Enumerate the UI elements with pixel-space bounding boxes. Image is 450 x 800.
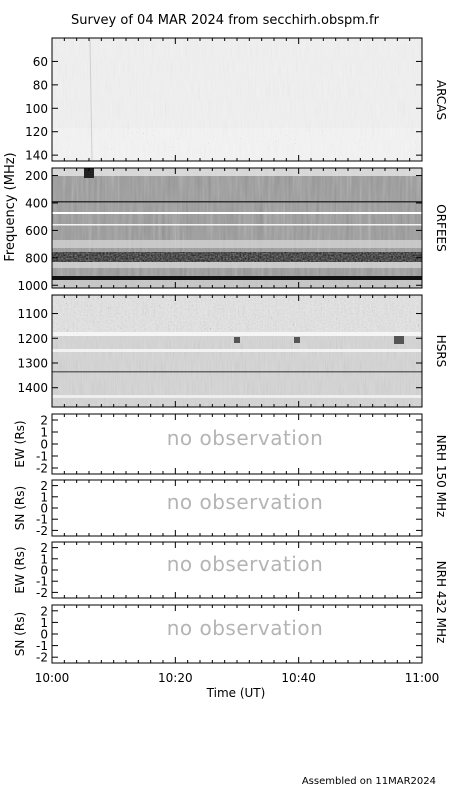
hsrs-ytick-label: 1300 xyxy=(17,356,48,370)
hsrs-ytick-label: 1200 xyxy=(17,332,48,346)
hsrs-spectrum xyxy=(52,295,422,407)
nrh1-ytick-label: 2 xyxy=(40,414,48,428)
nrh4-ytick-label: 2 xyxy=(40,604,48,618)
nrh1-message: no observation xyxy=(167,426,324,450)
arcas-dense-band xyxy=(52,128,422,161)
arcas-streak xyxy=(89,39,93,161)
nrh4-ytick-label: -1 xyxy=(36,639,48,653)
orfees-ytick-label: 1000 xyxy=(17,279,48,293)
hsrs-dark-line xyxy=(52,371,422,373)
nrh-432-label: NRH 432 MHz xyxy=(434,561,448,644)
arcas-ytick-label: 140 xyxy=(25,149,48,163)
nrh3-ylabel: EW (Rs) xyxy=(13,546,27,593)
nrh2-ytick-label: -2 xyxy=(36,524,48,538)
nrh2-ytick-label: -1 xyxy=(36,513,48,527)
nrh1-ytick-label: 0 xyxy=(40,438,48,452)
nrh4-ylabel: SN (Rs) xyxy=(13,612,27,656)
orfees-bottom-dark-band xyxy=(52,276,422,280)
nrh4-ytick-label: 1 xyxy=(40,616,48,630)
nrh1-ylabel: EW (Rs) xyxy=(13,420,27,467)
nrh3-ytick-label: -2 xyxy=(36,586,48,600)
orfees-dark-band-dots xyxy=(52,252,422,262)
orfees-top-light-band xyxy=(52,168,422,176)
hsrs-ytick-label: 1400 xyxy=(17,381,48,395)
arcas-label: ARCAS xyxy=(434,80,448,120)
nrh2-ytick-label: 1 xyxy=(40,490,48,504)
orfees-ytick-label: 600 xyxy=(25,224,48,238)
nrh2-ytick-label: 2 xyxy=(40,479,48,493)
orfees-ytick-label: 200 xyxy=(25,169,48,183)
orfees-bottom-light-band xyxy=(52,280,422,288)
orfees-noise xyxy=(52,168,422,288)
nrh2-ylabel: SN (Rs) xyxy=(13,486,27,530)
orfees-ytick-label: 800 xyxy=(25,251,48,265)
nrh3-ytick-label: -1 xyxy=(36,575,48,589)
x-tick-label: 10:00 xyxy=(35,671,70,685)
nrh4-ytick-label: 0 xyxy=(40,628,48,642)
hsrs-light-band-2 xyxy=(52,349,422,352)
assembled-footer: Assembled on 11MAR2024 xyxy=(302,776,436,787)
arcas-ytick-label: 80 xyxy=(33,78,48,92)
hsrs-label: HSRS xyxy=(434,335,448,368)
hsrs-dense-top xyxy=(52,296,422,332)
nrh3-ytick-label: 1 xyxy=(40,552,48,566)
x-tick-label: 11:00 xyxy=(405,671,440,685)
nrh4-message: no observation xyxy=(167,616,324,640)
x-tick-label: 10:20 xyxy=(158,671,193,685)
arcas-ytick-label: 100 xyxy=(25,102,48,116)
nrh-150-label: NRH 150 MHz xyxy=(434,435,448,518)
hsrs-ytick-label: 1100 xyxy=(17,307,48,321)
orfees-dark-line-1 xyxy=(52,201,422,203)
nrh1-ytick-label: -2 xyxy=(36,462,48,476)
nrh3-message: no observation xyxy=(167,552,324,576)
nrh3-ytick-label: 0 xyxy=(40,564,48,578)
nrh1-ytick-label: 1 xyxy=(40,426,48,440)
chart-title: Survey of 04 MAR 2024 from secchirh.obsp… xyxy=(71,13,380,28)
nrh3-ytick-label: 2 xyxy=(40,541,48,555)
axes-layer: 6080100120140200400600800100011001200130… xyxy=(17,37,440,685)
x-tick-label: 10:40 xyxy=(281,671,316,685)
arcas-spectrum xyxy=(52,38,422,161)
orfees-white-line-2 xyxy=(52,224,422,226)
hsrs-bright-spot-3 xyxy=(394,336,404,344)
nrh1-ytick-label: -1 xyxy=(36,450,48,464)
orfees-white-line-1 xyxy=(52,212,422,214)
orfees-burst-mark xyxy=(84,168,94,178)
hsrs-light-band-3 xyxy=(52,395,422,398)
frequency-axis-label: Frequency (MHz) xyxy=(3,152,18,261)
nrh4-ytick-label: -2 xyxy=(36,651,48,665)
orfees-spectrum xyxy=(52,168,422,288)
nrh2-message: no observation xyxy=(167,490,324,514)
orfees-label: ORFEES xyxy=(434,204,448,251)
arcas-ytick-label: 120 xyxy=(25,125,48,139)
orfees-light-lower-band xyxy=(52,262,422,268)
hsrs-light-band-1 xyxy=(52,332,422,336)
orfees-ytick-label: 400 xyxy=(25,196,48,210)
hsrs-bright-spot-2 xyxy=(294,337,300,343)
orfees-light-band xyxy=(52,240,422,248)
arcas-ytick-label: 60 xyxy=(33,55,48,69)
hsrs-bright-spot-1 xyxy=(234,337,240,343)
nrh2-ytick-label: 0 xyxy=(40,502,48,516)
x-axis-label: Time (UT) xyxy=(206,686,266,700)
